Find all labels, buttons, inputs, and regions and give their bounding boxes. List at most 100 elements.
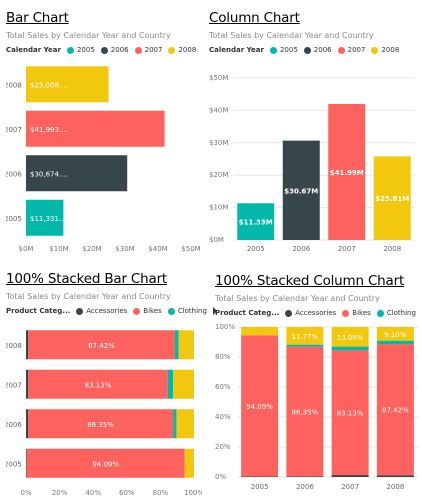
legend-label: Bikes [143, 307, 162, 315]
legend-item-bikes[interactable]: Bikes [133, 307, 162, 315]
category-label: 2007 [338, 245, 356, 253]
x-tick-label: $50M [181, 245, 200, 253]
y-tick-label: $40M [209, 106, 228, 114]
legend-dot [270, 47, 277, 54]
segment-components-2007 [173, 370, 194, 399]
data-label: $30.67M [284, 187, 318, 195]
y-tick-label: $30M [209, 139, 228, 147]
legend-dot [76, 308, 83, 315]
x-tick-label: $30M [115, 245, 134, 253]
category-label: 2006 [6, 170, 22, 178]
panel-subtitle: Total Sales by Calendar Year and Country [6, 292, 171, 301]
category-label: 2007 [341, 483, 359, 491]
stacked-bar-chart: 87.42%200883.13%200786.35%200694.09%2005… [6, 319, 202, 497]
data-label: 13.06% [337, 334, 364, 342]
legend-item-2005[interactable]: 2005 [67, 46, 95, 54]
x-tick-label: $40M [148, 245, 167, 253]
stacked-column-chart-panel: 100% Stacked Column Chart Total Sales by… [215, 273, 419, 495]
data-label: 86.35% [87, 421, 114, 429]
y-tick-label: $20M [209, 171, 228, 179]
column-chart-panel: Column Chart Total Sales by Calendar Yea… [209, 10, 419, 255]
segment-clothing-2008 [175, 330, 179, 359]
y-tick-label: 40% [215, 413, 231, 421]
category-label: 2006 [296, 483, 314, 491]
data-label: 94.09% [92, 460, 119, 468]
category-label: 2008 [383, 245, 401, 253]
legend-item-clothing[interactable]: Clothing [168, 307, 207, 315]
y-tick-label: 100% [215, 323, 235, 331]
y-tick-label: 20% [215, 443, 231, 451]
x-tick-label: $20M [82, 245, 101, 253]
category-label: 2007 [6, 381, 22, 389]
legend-item-2008[interactable]: 2008 [168, 46, 196, 54]
category-label: 2005 [247, 245, 265, 253]
data-label: 87.42% [88, 342, 115, 350]
data-label: $30,674.... [30, 170, 68, 178]
legend-item-accessories[interactable]: Accessories [76, 307, 127, 315]
legend-label: 2007 [348, 46, 366, 54]
bar-chart-panel: Bar Chart Total Sales by Calendar Year a… [6, 10, 206, 250]
legend-item-2006[interactable]: 2006 [304, 46, 332, 54]
legend-item-accessories[interactable]: Accessories [285, 309, 336, 317]
legend[interactable]: Product Categ... Accessories Bikes Clothing [215, 307, 422, 319]
legend-dot [135, 47, 142, 54]
category-label: 2005 [251, 483, 269, 491]
legend-label: Bikes [352, 309, 371, 317]
legend-item-clothing[interactable]: Clothing [377, 309, 416, 317]
legend-dot [67, 47, 74, 54]
segment-accessories-2007 [26, 370, 28, 399]
panel-title: 100% Stacked Bar Chart [6, 271, 167, 287]
legend-dot [168, 47, 175, 54]
data-label: 83.13% [85, 381, 112, 389]
segment-components-2008 [179, 330, 194, 359]
legend-item-2007[interactable]: 2007 [135, 46, 163, 54]
category-label: 2005 [6, 460, 22, 468]
legend-title: Product Categ... [215, 309, 279, 317]
legend-label: Clothing [178, 307, 207, 315]
segment-clothing-2008 [377, 341, 414, 344]
legend-label: 2006 [314, 46, 332, 54]
legend-label: 2007 [145, 46, 163, 54]
segment-accessories-2005 [241, 476, 278, 477]
x-tick-label: $0M [19, 245, 34, 253]
panel-subtitle: Total Sales by Calendar Year and Country [6, 31, 171, 40]
category-label: 2006 [292, 245, 310, 253]
data-label: 83.13% [337, 410, 364, 418]
category-label: 2007 [6, 126, 22, 134]
legend-dot [101, 47, 108, 54]
stacked-column-chart: 0%20%40%60%80%100%94.09%200586.35%11.77%… [215, 321, 419, 493]
legend-label: Clothing [387, 309, 416, 317]
segment-clothing-2006 [286, 345, 323, 347]
stacked-bar-chart-panel: 100% Stacked Bar Chart Total Sales by Ca… [6, 271, 202, 493]
legend-dot [304, 47, 311, 54]
data-label: 87.42% [382, 407, 409, 415]
legend-dot [285, 310, 292, 317]
bar-chart: $25,008....2008$41,993....2007$30,674...… [6, 58, 206, 258]
legend-item-2007[interactable]: 2007 [338, 46, 366, 54]
y-tick-label: 0% [215, 473, 226, 481]
segment-accessories-2007 [332, 475, 369, 477]
legend-item-2008[interactable]: 2008 [371, 46, 399, 54]
panel-title: 100% Stacked Column Chart [215, 273, 404, 289]
legend-item-2005[interactable]: 2005 [270, 46, 298, 54]
y-tick-label: $0M [209, 236, 224, 244]
category-label: 2008 [386, 483, 404, 491]
segment-accessories-2008 [377, 475, 414, 477]
y-tick-label: $10M [209, 204, 228, 212]
x-tick-label: $10M [49, 245, 68, 253]
segment-components-2005 [185, 449, 194, 478]
panel-subtitle: Total Sales by Calendar Year and Country [215, 294, 380, 303]
legend-item-bikes[interactable]: Bikes [342, 309, 371, 317]
panel-title: Bar Chart [6, 10, 69, 26]
data-label: $25,008.... [30, 81, 68, 89]
data-label: $25.81M [375, 195, 409, 203]
segment-components-2006 [176, 409, 194, 438]
legend-label: 2008 [178, 46, 196, 54]
segment-accessories-2006 [286, 476, 323, 477]
legend-item-2006[interactable]: 2006 [101, 46, 129, 54]
legend-label: 2006 [111, 46, 129, 54]
legend-dot [133, 308, 140, 315]
